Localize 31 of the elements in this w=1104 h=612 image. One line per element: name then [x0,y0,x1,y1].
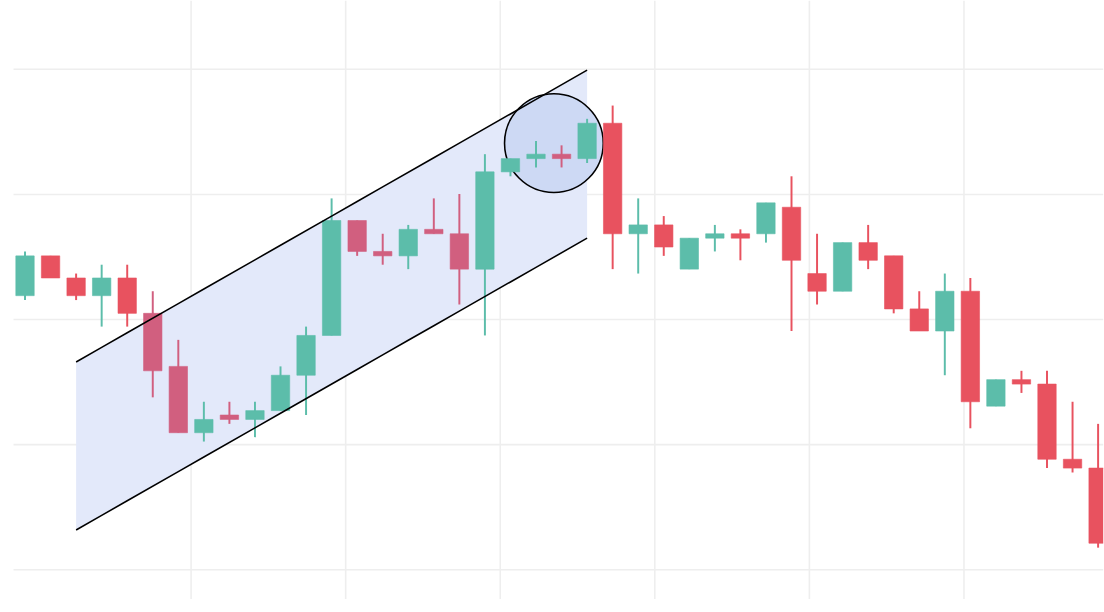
candlestick [194,400,214,443]
candlestick [730,228,750,262]
candlestick [986,378,1006,407]
candlestick [373,232,393,266]
candlestick [449,192,469,306]
candlestick [552,144,572,169]
candlestick [296,325,316,416]
candlestick [756,201,776,244]
candlestick [66,272,86,301]
candlestick [15,250,35,301]
candlestick [807,232,827,306]
candlestick [117,263,137,328]
candlestick [92,263,112,328]
candlestick [577,117,597,164]
candlestick [347,219,367,257]
candlestick [858,223,878,270]
candlestick [219,400,239,425]
candlestick [935,272,955,377]
candlestick [628,197,648,275]
candlestick [245,400,265,438]
candlestick [41,254,61,279]
candlestick [424,197,444,235]
candlestick [398,223,418,270]
candlestick [654,214,674,257]
candlestick [909,290,929,332]
candlestick [679,236,699,270]
candlestick [526,139,546,169]
candlestick [1063,400,1083,474]
candlestick [705,223,725,253]
candlestick [1011,369,1031,394]
candlestick [271,365,290,412]
